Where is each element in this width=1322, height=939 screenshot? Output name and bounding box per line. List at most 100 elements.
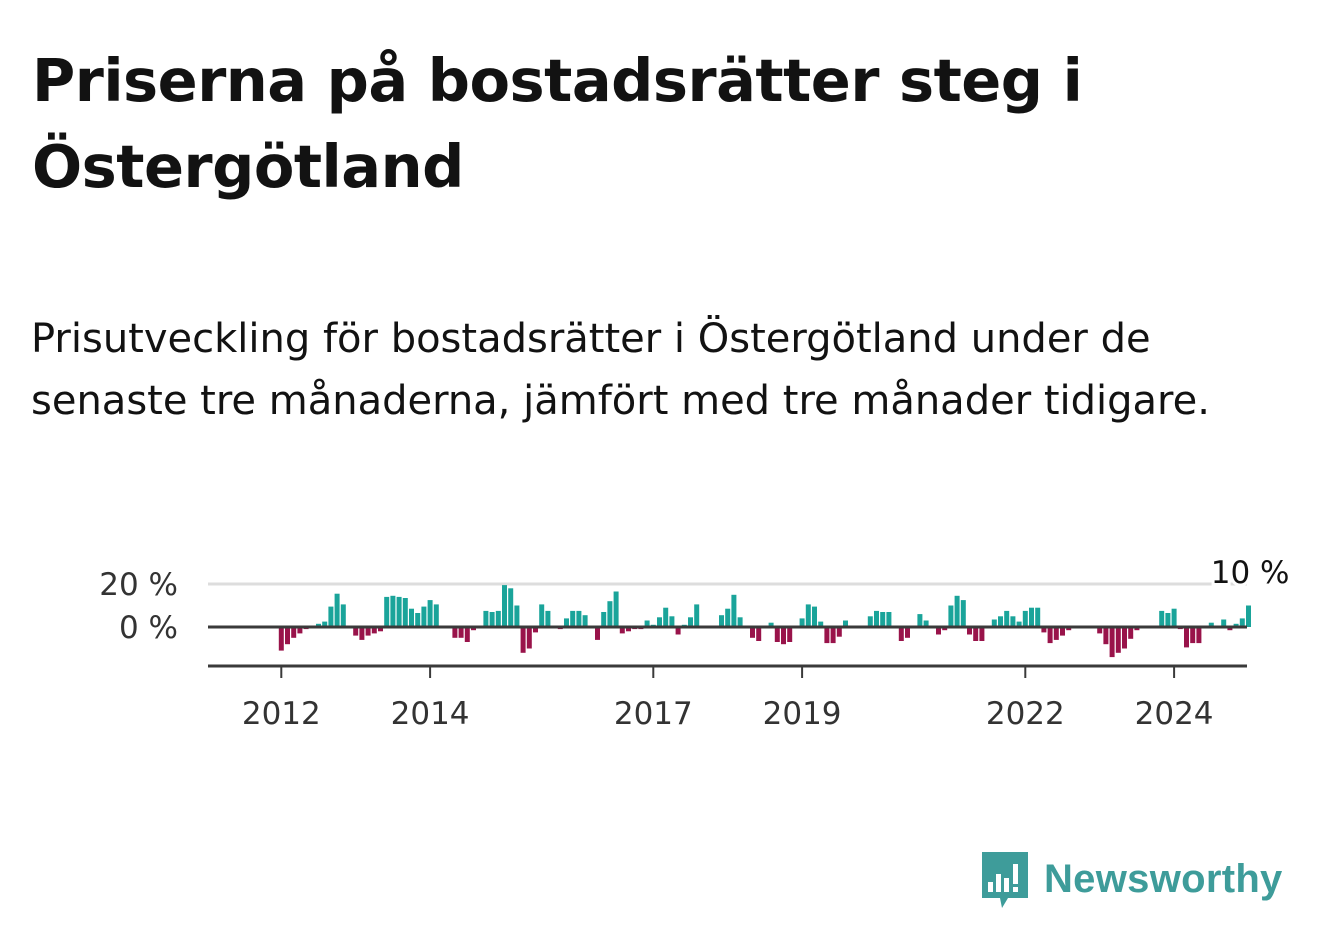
bar-positive: [644, 620, 650, 627]
bar-negative: [359, 627, 365, 640]
bar-negative: [1227, 627, 1233, 631]
bar-negative: [285, 627, 290, 645]
bar-positive: [657, 617, 662, 627]
bar-positive: [576, 610, 582, 627]
bar-negative: [297, 627, 303, 634]
bar-positive: [731, 594, 737, 628]
bar-negative: [750, 627, 755, 638]
bar-negative: [464, 627, 470, 642]
bar-positive: [1171, 608, 1177, 627]
bar-negative: [1066, 627, 1072, 631]
bar-positive: [1010, 616, 1016, 628]
bar-positive: [433, 604, 439, 627]
bar-positive: [427, 600, 433, 627]
bar-negative: [830, 627, 836, 644]
bar-chart-speech-bubble-icon: [982, 852, 1028, 908]
newsworthy-logo[interactable]: Newsworthy: [980, 848, 1283, 910]
brand-name: Newsworthy: [1044, 856, 1283, 901]
bar-positive: [1016, 621, 1022, 627]
bar-negative: [626, 627, 631, 632]
bar-negative: [774, 627, 780, 642]
bar-positive: [1208, 622, 1214, 627]
bar-negative: [1097, 627, 1103, 634]
x-tick-label: 2019: [763, 696, 842, 732]
bar-negative: [675, 627, 681, 635]
bar-positive: [954, 595, 960, 627]
bar-negative: [824, 627, 830, 644]
bar-chart: 0 % 20 % 2012 2014 2017 2019 2022 2024 10 %: [99, 552, 1292, 732]
bar-negative: [836, 627, 842, 637]
bar-positive: [570, 610, 576, 627]
bar-positive: [1035, 607, 1041, 627]
bar-positive: [917, 614, 923, 627]
bar-positive: [960, 600, 966, 627]
bar-positive: [328, 606, 334, 627]
bar-positive: [843, 620, 848, 627]
bar-positive: [613, 591, 619, 627]
bar-negative: [291, 627, 297, 638]
bar-positive: [948, 605, 954, 627]
bar-positive: [1233, 623, 1239, 627]
bar-positive: [564, 618, 569, 627]
bar-positive: [409, 608, 414, 627]
bar-positive: [867, 616, 873, 628]
bar-positive: [1159, 610, 1165, 627]
bar-negative: [942, 627, 948, 631]
bar-positive: [737, 617, 743, 627]
bar-negative: [787, 627, 793, 642]
bar-negative: [898, 627, 904, 641]
y-axis-ticks: 0 % 20 %: [99, 567, 178, 646]
x-tick-label: 2014: [391, 696, 470, 732]
chart-title: Priserna på bostadsrätter steg i Östergö…: [32, 46, 1083, 201]
bar-positive: [818, 621, 824, 627]
bar-negative: [452, 627, 458, 638]
bar-positive: [719, 615, 724, 627]
bar-positive: [1221, 619, 1227, 627]
bar-positive: [1246, 605, 1251, 627]
bar-positive: [886, 612, 892, 627]
bar-positive: [514, 605, 520, 627]
bar-positive: [582, 615, 588, 627]
last-value-annotation: 10 %: [1211, 555, 1290, 591]
bar-positive: [316, 623, 321, 627]
x-tick-label: 2017: [614, 696, 693, 732]
bar-positive: [340, 604, 346, 627]
bars: [254, 585, 1251, 658]
bar-positive: [1029, 607, 1034, 627]
bar-positive: [384, 596, 390, 627]
bar-positive: [725, 608, 731, 627]
bar-positive: [768, 622, 774, 627]
bar-negative: [1115, 627, 1121, 653]
y-tick-label: 20 %: [99, 567, 178, 603]
bar-negative: [533, 627, 538, 633]
bar-positive: [1004, 610, 1010, 627]
bar-negative: [365, 627, 371, 636]
x-tick-label: 2022: [986, 696, 1065, 732]
bar-positive: [805, 604, 811, 627]
chart-subtitle: Prisutveckling för bostadsrätter i Öster…: [31, 316, 1210, 424]
bar-negative: [520, 627, 526, 653]
bar-negative: [756, 627, 762, 641]
bar-negative: [371, 627, 377, 634]
bar-negative: [619, 627, 625, 634]
bar-negative: [458, 627, 464, 638]
bar-negative: [1103, 627, 1109, 645]
bar-positive: [396, 596, 402, 627]
bar-positive: [874, 610, 879, 627]
x-axis-ticks: 2012 2014 2017 2019 2022 2024: [242, 666, 1214, 732]
bar-positive: [669, 616, 675, 628]
bar-positive: [601, 612, 607, 627]
bar-negative: [1190, 627, 1196, 644]
x-tick-label: 2024: [1135, 696, 1214, 732]
bar-positive: [1239, 618, 1245, 627]
bar-negative: [378, 627, 383, 632]
bar-negative: [1060, 627, 1065, 636]
x-tick-label: 2012: [242, 696, 321, 732]
bar-negative: [1047, 627, 1053, 644]
bar-negative: [973, 627, 979, 641]
bar-positive: [390, 595, 396, 627]
bar-negative: [1122, 627, 1127, 649]
bar-negative: [936, 627, 941, 635]
bar-positive: [1165, 613, 1171, 627]
bar-positive: [402, 598, 408, 627]
